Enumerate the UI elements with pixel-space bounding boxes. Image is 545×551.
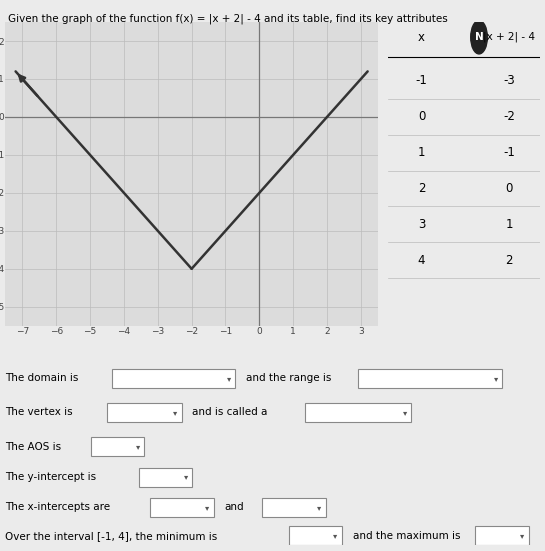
Text: and the range is: and the range is bbox=[246, 373, 331, 383]
Text: 0: 0 bbox=[506, 182, 513, 195]
Text: |x + 2| - 4: |x + 2| - 4 bbox=[483, 32, 535, 42]
Text: ▾: ▾ bbox=[494, 374, 498, 383]
Text: -2: -2 bbox=[504, 110, 515, 123]
Text: 4: 4 bbox=[418, 253, 425, 267]
Text: The domain is: The domain is bbox=[5, 373, 79, 383]
Text: and is called a: and is called a bbox=[192, 407, 268, 418]
Text: 2: 2 bbox=[506, 253, 513, 267]
Text: ▾: ▾ bbox=[403, 408, 407, 417]
Text: and: and bbox=[225, 503, 244, 512]
Text: The AOS is: The AOS is bbox=[5, 441, 62, 452]
Text: 0: 0 bbox=[418, 110, 425, 123]
Text: ▾: ▾ bbox=[334, 532, 338, 541]
FancyBboxPatch shape bbox=[305, 403, 411, 422]
Text: Given the graph of the function f(x) = |x + 2| - 4 and its table, find its key a: Given the graph of the function f(x) = |… bbox=[8, 14, 448, 24]
FancyBboxPatch shape bbox=[475, 526, 529, 545]
Text: -3: -3 bbox=[504, 74, 515, 88]
FancyBboxPatch shape bbox=[288, 526, 342, 545]
Text: ▾: ▾ bbox=[184, 473, 188, 482]
Text: ▾: ▾ bbox=[317, 503, 322, 512]
Text: ▾: ▾ bbox=[205, 503, 209, 512]
Text: The x-intercepts are: The x-intercepts are bbox=[5, 503, 111, 512]
Text: 3: 3 bbox=[418, 218, 425, 231]
Text: -1: -1 bbox=[416, 74, 427, 88]
FancyBboxPatch shape bbox=[112, 369, 235, 388]
Text: ▾: ▾ bbox=[136, 442, 140, 451]
Text: ▾: ▾ bbox=[227, 374, 231, 383]
Text: -1: -1 bbox=[504, 146, 515, 159]
Text: ▾: ▾ bbox=[520, 532, 525, 541]
FancyBboxPatch shape bbox=[91, 437, 144, 456]
Text: Over the interval [-1, 4], the minimum is: Over the interval [-1, 4], the minimum i… bbox=[5, 531, 217, 541]
Text: x: x bbox=[418, 31, 425, 44]
Text: 1: 1 bbox=[418, 146, 425, 159]
FancyBboxPatch shape bbox=[139, 468, 192, 487]
Text: and the maximum is: and the maximum is bbox=[353, 531, 460, 541]
Text: The vertex is: The vertex is bbox=[5, 407, 73, 418]
FancyBboxPatch shape bbox=[150, 498, 214, 517]
FancyBboxPatch shape bbox=[107, 403, 181, 422]
Text: The y-intercept is: The y-intercept is bbox=[5, 472, 96, 482]
Text: N: N bbox=[475, 32, 483, 42]
FancyBboxPatch shape bbox=[358, 369, 502, 388]
Text: ▾: ▾ bbox=[173, 408, 178, 417]
FancyBboxPatch shape bbox=[262, 498, 326, 517]
Circle shape bbox=[471, 20, 487, 54]
Text: 2: 2 bbox=[418, 182, 425, 195]
Text: 1: 1 bbox=[506, 218, 513, 231]
